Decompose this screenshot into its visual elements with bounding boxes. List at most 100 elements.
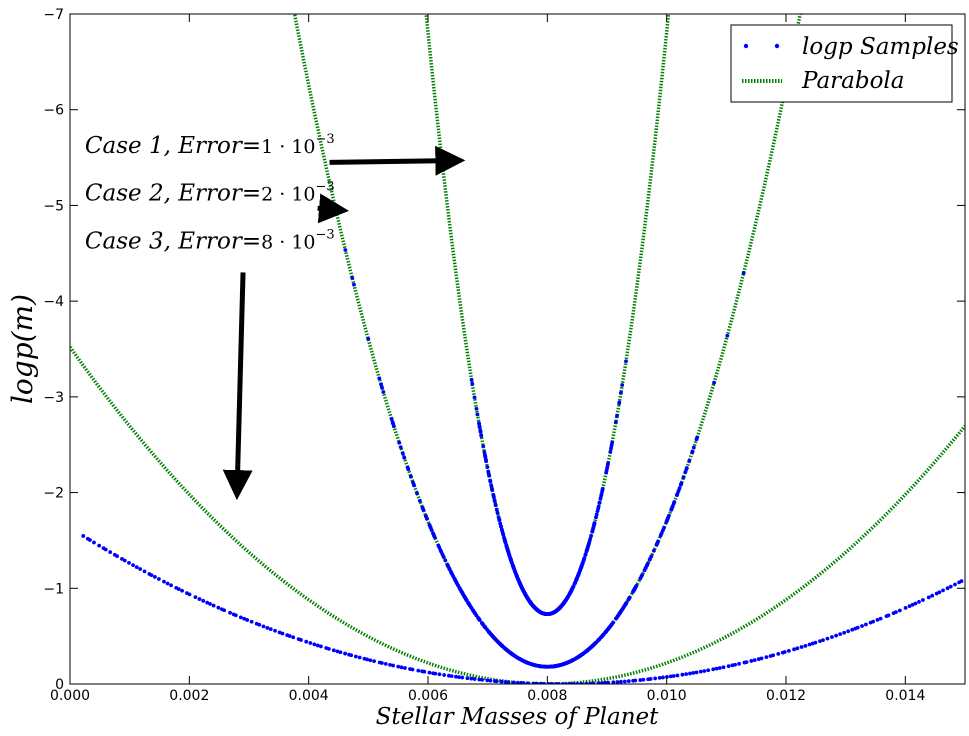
sample-point: [492, 499, 497, 503]
annotation-mantissa: 2: [261, 184, 273, 206]
sample-point: [684, 466, 689, 470]
sample-point: [440, 552, 445, 557]
sample-point: [187, 592, 192, 597]
sample-point: [343, 248, 348, 252]
x-tick-label: 0.006: [408, 688, 448, 704]
sample-point: [103, 547, 108, 552]
sample-point: [512, 569, 517, 573]
sample-point: [606, 680, 611, 684]
sample-point: [466, 601, 471, 606]
sample-point: [538, 664, 543, 669]
sample-point: [917, 599, 921, 604]
annotation-arrow-case1: [329, 145, 466, 176]
sample-point: [400, 451, 405, 456]
sample-point: [744, 660, 749, 664]
sample-point: [453, 578, 458, 583]
sample-point: [357, 655, 362, 660]
sample-point: [470, 382, 475, 386]
sample-point: [454, 674, 458, 679]
sample-point: [399, 665, 404, 670]
sample-point: [499, 679, 504, 684]
sample-point: [398, 445, 403, 450]
y-tick-label: −2: [43, 486, 64, 502]
sample-point: [437, 672, 442, 677]
sample-point: [352, 282, 356, 287]
sample-point: [472, 395, 477, 400]
sample-point: [304, 639, 309, 644]
sample-point: [494, 679, 499, 684]
sample-point: [619, 608, 624, 612]
sample-point: [786, 648, 791, 653]
sample-point: [660, 528, 665, 533]
sample-point: [319, 644, 323, 649]
sample-point: [609, 443, 614, 447]
sample-point: [350, 275, 355, 280]
sample-point: [894, 610, 898, 615]
sample-point: [640, 573, 645, 577]
sample-point: [507, 650, 512, 655]
sample-point: [860, 624, 864, 628]
sample-point: [422, 669, 427, 674]
sample-point: [403, 666, 407, 670]
sample-point: [834, 633, 839, 638]
sample-point: [389, 417, 394, 421]
sample-point: [926, 595, 931, 600]
sample-point: [152, 575, 157, 579]
sample-point: [792, 647, 796, 652]
sample-point: [813, 640, 818, 645]
sample-point: [584, 548, 589, 553]
sample-point: [534, 663, 539, 668]
sample-point: [596, 681, 601, 684]
sample-point: [525, 681, 530, 684]
sample-point: [138, 567, 143, 571]
sample-point: [803, 643, 808, 648]
sample-point: [721, 665, 726, 670]
sample-point: [499, 524, 503, 529]
samples-case-3: [81, 534, 964, 684]
sample-point: [597, 637, 602, 642]
sample-point: [326, 646, 331, 651]
sample-point: [846, 629, 851, 634]
sample-point: [570, 658, 575, 663]
plot-content: [70, 14, 965, 684]
sample-point: [959, 579, 964, 584]
sample-point: [526, 597, 531, 602]
sample-point: [472, 677, 477, 681]
annotation-dot: ·: [273, 136, 291, 158]
sample-point: [397, 440, 402, 445]
sample-point: [930, 593, 935, 598]
sample-point: [661, 675, 665, 680]
plot-frame: [69, 13, 966, 685]
sample-point: [712, 380, 716, 385]
legend-box: [730, 24, 953, 103]
sample-point: [511, 652, 516, 657]
sample-point: [583, 649, 588, 654]
sample-point: [312, 642, 317, 647]
y-tick-label: −5: [43, 198, 64, 214]
sample-point: [505, 545, 509, 550]
sample-point: [634, 583, 639, 588]
sample-point: [449, 570, 454, 575]
annotation-dot: ·: [273, 232, 291, 254]
sample-point: [782, 650, 787, 654]
sample-point: [654, 542, 659, 547]
sample-point: [474, 406, 479, 411]
sample-point: [535, 608, 540, 613]
x-tick-label: 0.014: [885, 688, 925, 704]
sample-point: [131, 563, 135, 568]
sample-point: [648, 556, 653, 561]
sample-point: [886, 613, 891, 618]
sample-point: [446, 563, 450, 568]
sample-point: [538, 610, 543, 615]
sample-point: [469, 377, 474, 382]
sample-point: [477, 422, 482, 426]
sample-point: [338, 650, 343, 655]
sample-point: [573, 580, 577, 585]
sample-point: [511, 565, 516, 570]
sample-point: [268, 627, 273, 632]
x-tick-label: 0.010: [647, 688, 687, 704]
sample-point: [495, 510, 500, 515]
x-tick-label: 0.000: [50, 688, 90, 704]
sample-point: [554, 664, 558, 668]
